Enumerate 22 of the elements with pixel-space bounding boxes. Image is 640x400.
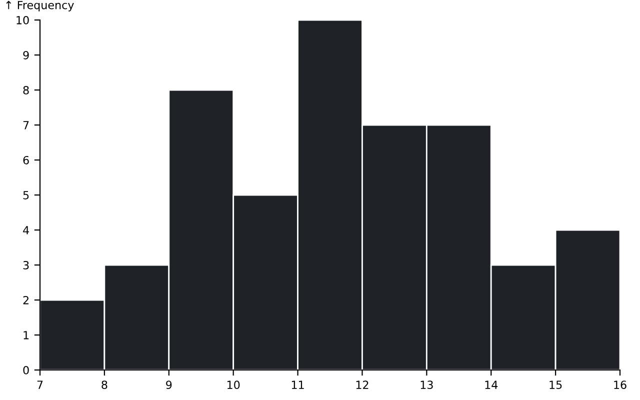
y-tick-label: 8 <box>23 86 29 94</box>
x-tick-label: 8 <box>102 380 108 390</box>
y-tick-label: 5 <box>23 191 29 200</box>
x-tick-label: 12 <box>356 380 368 389</box>
y-tick-label: 1 <box>24 331 29 340</box>
x-tick-label: 13 <box>420 380 433 390</box>
y-tick-label: 3 <box>23 260 29 270</box>
y-tick-label: 10 <box>16 16 29 24</box>
y-tick-label: 0 <box>23 366 29 374</box>
x-tick-label: 7 <box>37 380 43 389</box>
y-tick-label: 9 <box>23 50 29 60</box>
y-axis-title: ↑ Frequency <box>6 0 74 12</box>
x-tick-label: 16 <box>614 380 626 390</box>
x-tick-label: 14 <box>485 380 498 389</box>
y-tick-label: 7 <box>23 121 29 130</box>
x-tick-label: 9 <box>166 380 172 390</box>
y-tick-label: 6 <box>23 156 29 164</box>
x-tick-label: 10 <box>227 380 240 390</box>
y-tick-label: 2 <box>23 296 28 304</box>
x-tick-label: 15 <box>550 380 562 390</box>
y-tick-label: 4 <box>23 226 29 234</box>
x-tick-label: 11 <box>292 380 304 389</box>
